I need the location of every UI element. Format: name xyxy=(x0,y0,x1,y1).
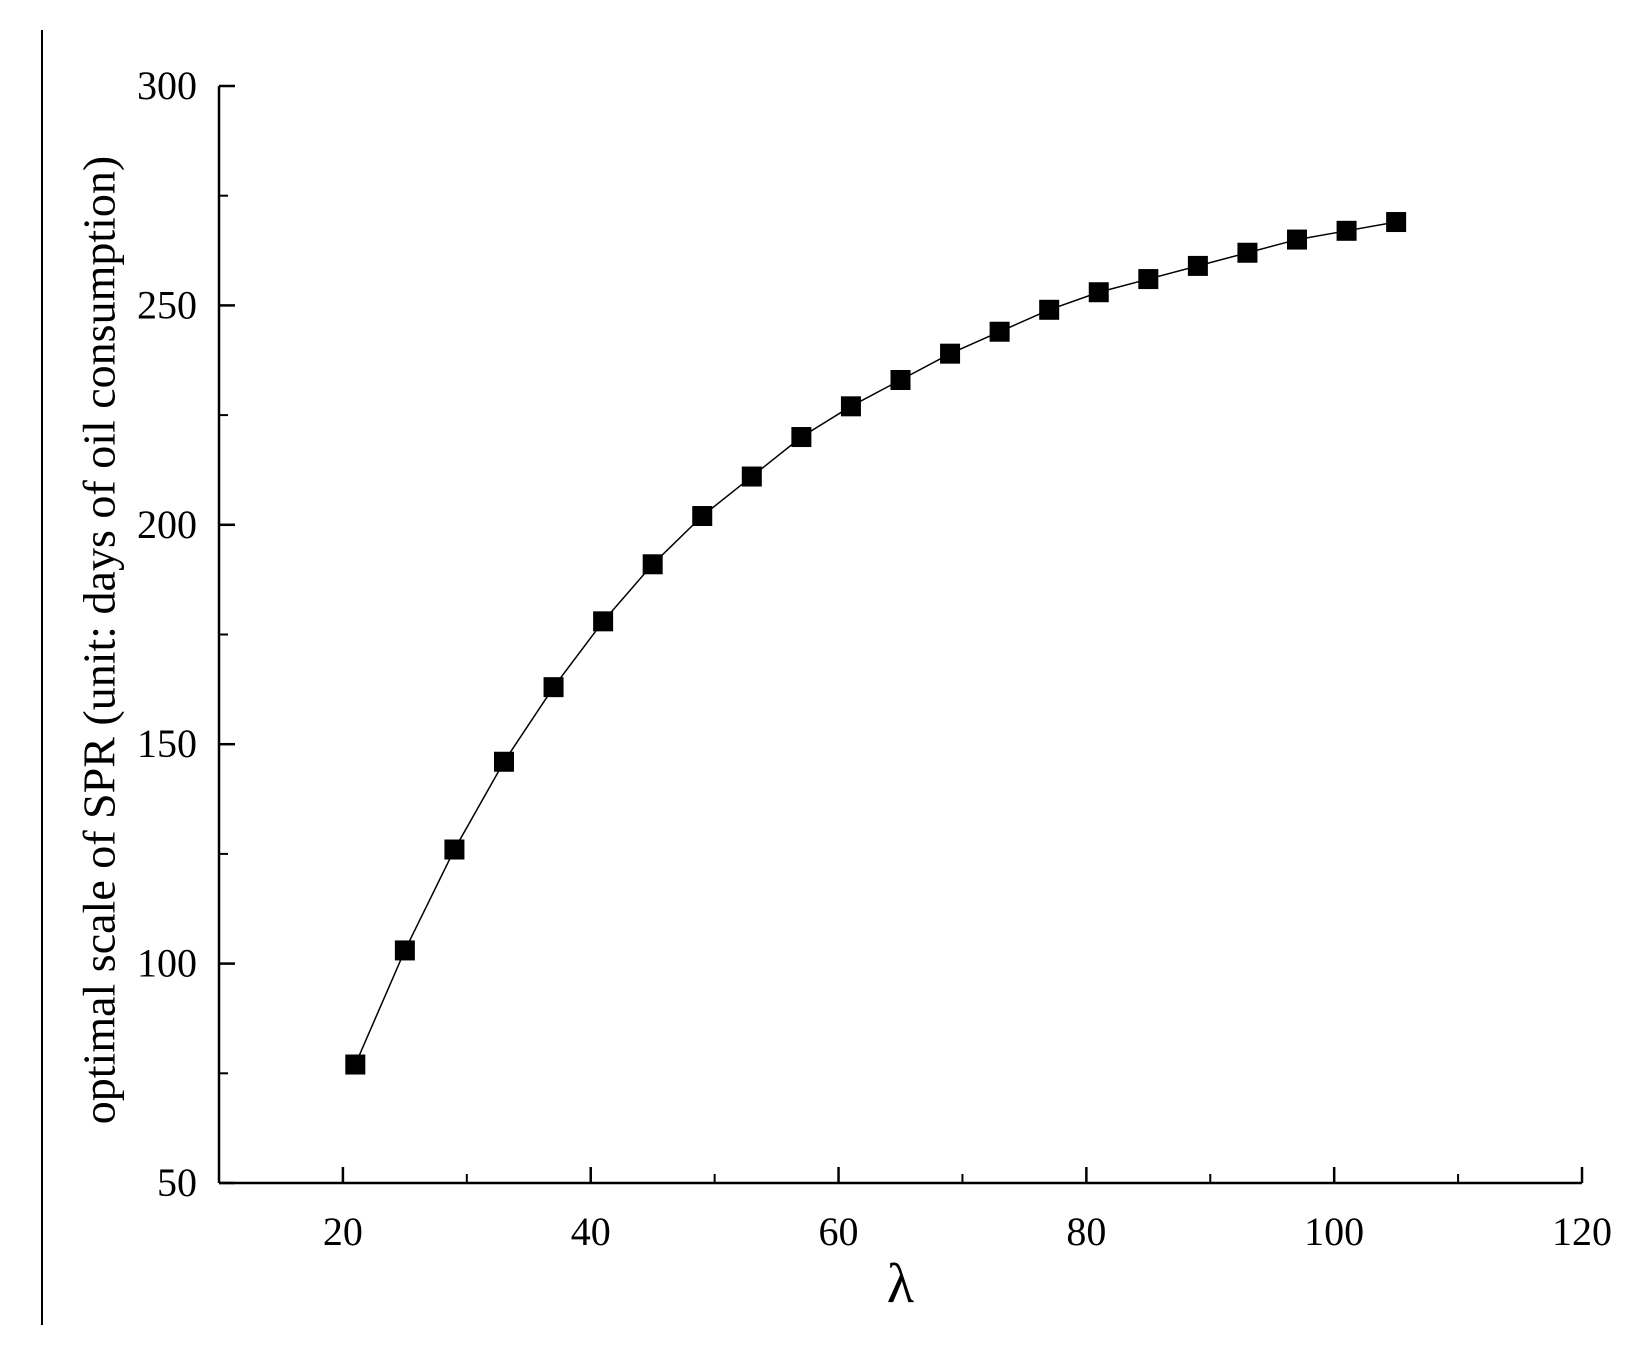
x-tick-label: 80 xyxy=(1066,1209,1106,1254)
series-line xyxy=(354,221,1397,1065)
data-point xyxy=(444,839,465,860)
data-point xyxy=(692,506,713,527)
x-tick-label: 60 xyxy=(819,1209,859,1254)
x-axis-label: λ xyxy=(887,1253,914,1315)
x-tick-label: 20 xyxy=(323,1209,363,1254)
data-point xyxy=(1237,242,1258,263)
y-tick-label: 200 xyxy=(137,502,197,547)
data-point xyxy=(1187,255,1208,276)
x-tick-label: 100 xyxy=(1304,1209,1364,1254)
plot-area xyxy=(345,212,1407,1075)
data-point xyxy=(1336,220,1357,241)
data-point xyxy=(741,466,762,487)
data-point xyxy=(989,321,1010,342)
data-point xyxy=(1138,269,1159,290)
y-tick-label: 150 xyxy=(137,721,197,766)
y-tick-label: 50 xyxy=(157,1160,197,1205)
y-tick-label: 100 xyxy=(137,941,197,986)
data-point xyxy=(940,343,961,364)
data-point xyxy=(394,940,415,961)
y-tick-label: 300 xyxy=(137,63,197,108)
data-point xyxy=(890,369,911,390)
y-axis-label: optimal scale of SPR (unit: days of oil … xyxy=(74,156,125,1124)
x-tick-label: 40 xyxy=(571,1209,611,1254)
data-point xyxy=(345,1054,366,1075)
data-point xyxy=(543,677,564,698)
data-point xyxy=(593,611,614,632)
y-tick-label: 250 xyxy=(137,282,197,327)
data-point xyxy=(1039,299,1060,320)
x-tick-label: 120 xyxy=(1552,1209,1612,1254)
data-point xyxy=(840,396,861,417)
data-point xyxy=(1088,282,1109,303)
axes: 20 40 60 80 100 120 50 100 150 200 250 300 xyxy=(137,63,1612,1254)
data-point xyxy=(642,554,663,575)
data-point xyxy=(791,427,812,448)
data-point xyxy=(1287,229,1308,250)
data-point xyxy=(493,751,514,772)
data-point xyxy=(1386,212,1407,233)
